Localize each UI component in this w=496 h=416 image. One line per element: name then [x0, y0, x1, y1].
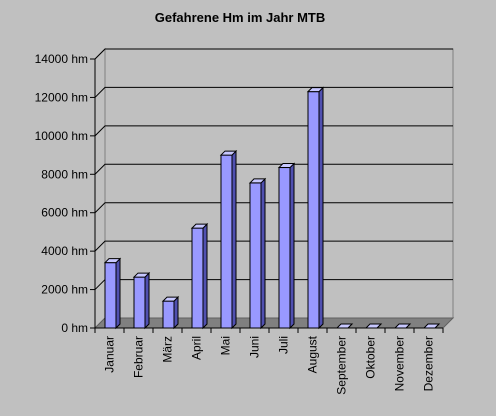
bar-side	[202, 222, 208, 330]
x-tick-label: November	[393, 336, 407, 391]
x-tick-label: September	[335, 336, 349, 395]
bar-front	[191, 227, 204, 329]
x-tick-label: Mai	[219, 336, 233, 355]
bar-front	[307, 91, 320, 329]
y-tick-label: 14000 hm	[35, 52, 88, 66]
bar	[161, 295, 180, 330]
x-tick-label: Juni	[248, 336, 262, 358]
bar-top	[219, 150, 238, 156]
chart-title: Gefahrene Hm im Jahr MTB	[155, 10, 326, 25]
bar-front	[278, 167, 291, 329]
x-tick-label: März	[161, 336, 175, 363]
chart-bars	[103, 86, 441, 330]
y-axis: 0 hm 2000 hm 4000 hm 6000 hm 8000 hm 10000 hm…	[35, 52, 96, 335]
bar	[103, 257, 122, 330]
y-tick-label: 4000 hm	[41, 244, 88, 258]
y-tick-label: 0 hm	[61, 321, 88, 335]
bar-top	[132, 272, 151, 278]
bar-top	[277, 163, 296, 169]
side-wall	[94, 47, 106, 330]
bar-front	[133, 276, 146, 329]
x-tick-label: Juli	[277, 336, 291, 354]
bar-top	[190, 223, 209, 229]
bar-side	[231, 149, 237, 330]
y-tick-label: 12000 hm	[35, 90, 88, 104]
gridline	[94, 202, 453, 214]
bar-top	[103, 258, 122, 264]
bar	[364, 323, 383, 329]
bar	[219, 149, 238, 330]
bar-front	[249, 182, 262, 329]
bar-side	[318, 86, 324, 330]
bar-front	[162, 300, 175, 329]
bar-top	[161, 296, 180, 302]
bar-side	[115, 257, 121, 330]
x-axis: Januar Februar März April Mai Juni Juli August S…	[94, 327, 444, 395]
x-tick-label: Februar	[132, 336, 146, 378]
gridline	[94, 86, 453, 98]
bar-front	[220, 154, 233, 329]
gridline	[94, 48, 453, 60]
y-tick-label: 10000 hm	[35, 129, 88, 143]
bar-side	[173, 295, 179, 330]
bar	[306, 86, 325, 330]
bar	[277, 162, 296, 330]
y-tick-label: 6000 hm	[41, 206, 88, 220]
gridline	[94, 240, 453, 252]
x-tick-label: August	[306, 335, 320, 373]
bar-front	[104, 262, 117, 329]
bar-side	[144, 271, 150, 330]
gridline	[94, 163, 453, 175]
y-tick-label: 8000 hm	[41, 167, 88, 181]
x-tick-label: Oktober	[364, 336, 378, 379]
y-tick-label: 2000 hm	[41, 283, 88, 297]
bar	[248, 177, 267, 330]
bar	[190, 222, 209, 330]
x-tick-label: Dezember	[422, 336, 436, 391]
bar-side	[260, 177, 266, 330]
bar-top	[248, 178, 267, 184]
bar-top	[306, 87, 325, 93]
bar-side	[289, 162, 295, 330]
bar	[132, 271, 151, 330]
gridline	[94, 125, 453, 137]
x-tick-label: Januar	[103, 336, 117, 373]
x-tick-label: April	[190, 336, 204, 360]
